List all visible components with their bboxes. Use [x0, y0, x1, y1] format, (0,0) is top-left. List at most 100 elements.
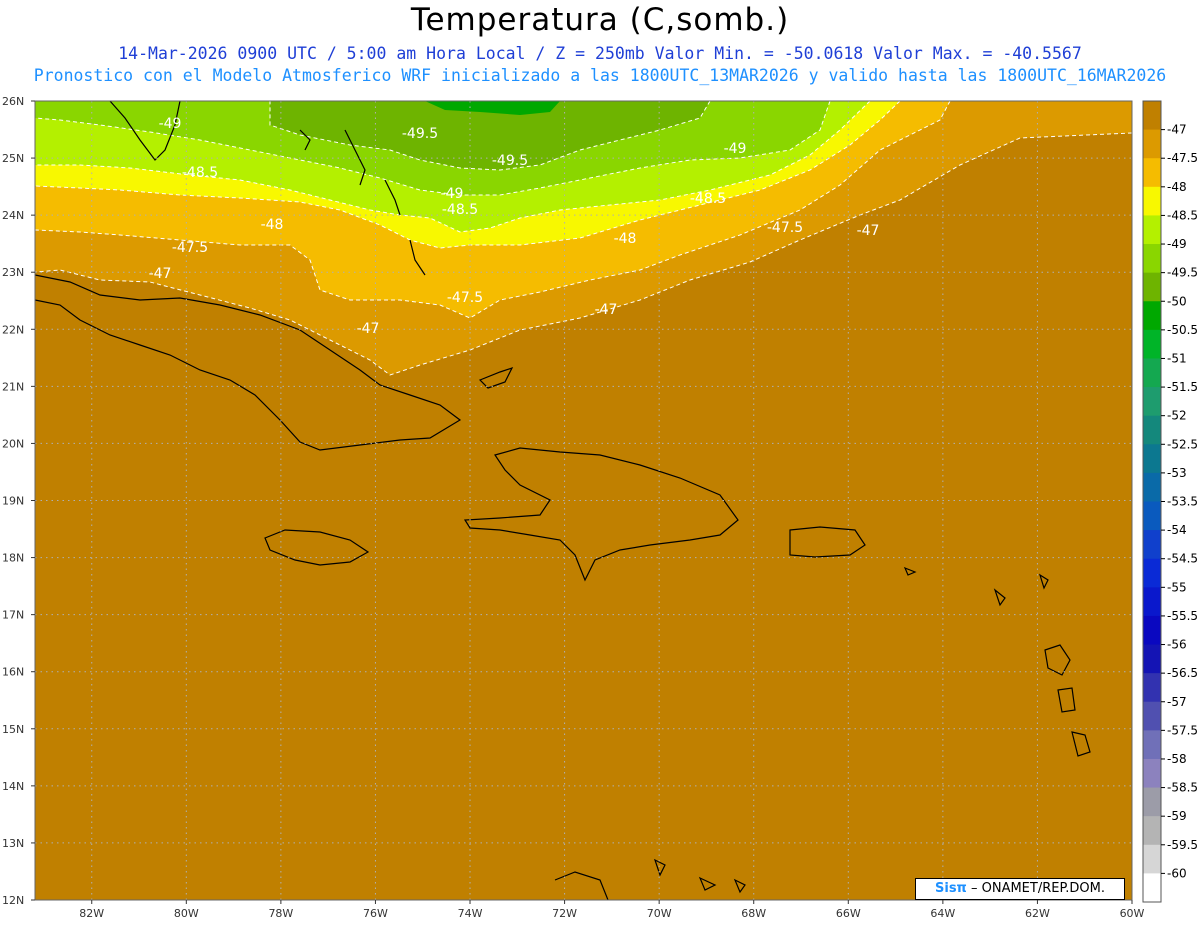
colorbar-label: -56	[1167, 638, 1187, 652]
lon-label: 62W	[1025, 907, 1050, 920]
colorbar-label: -47	[1167, 123, 1187, 137]
colorbar-label: -52	[1167, 409, 1187, 423]
coast-lesser-antilles-3	[1071, 731, 1091, 757]
lat-label: 23N	[2, 266, 24, 279]
colorbar-label: -48	[1167, 180, 1187, 194]
contour-label: -49	[159, 116, 182, 132]
colorbar-label: -49.5	[1167, 266, 1198, 280]
colorbar-label: -57	[1167, 695, 1187, 709]
contour-label: -47.5	[767, 220, 803, 236]
colorbar-label: -59	[1167, 809, 1187, 823]
colorbar-label: -56.5	[1167, 666, 1198, 680]
lat-label: 24N	[2, 209, 24, 222]
lat-label: 14N	[2, 780, 24, 793]
colorbar-swatch	[1143, 615, 1161, 646]
lat-label: 12N	[2, 894, 24, 907]
shaded-field	[35, 101, 1132, 900]
lat-label: 25N	[2, 152, 24, 165]
contour-label: -48	[614, 231, 637, 247]
colorbar-swatch	[1143, 730, 1161, 760]
coast-small-islands	[698, 566, 1049, 894]
coast-aruba	[653, 858, 666, 877]
colorbar-swatch	[1143, 844, 1161, 874]
coast-bahamas-4	[299, 129, 311, 151]
forecast-time-line: 14-Mar-2026 0900 UTC / 5:00 am Hora Loca…	[118, 44, 1082, 63]
colorbar-swatch	[1143, 558, 1161, 588]
map-title: Temperatura (C,somb.)	[410, 2, 790, 38]
colorbar-swatch	[1143, 244, 1161, 274]
lon-label: 70W	[647, 907, 672, 920]
colorbar-label: -51.5	[1167, 380, 1198, 394]
contour-label: -49	[441, 186, 464, 202]
lon-label: 78W	[268, 907, 293, 920]
lon-label: 74W	[458, 907, 483, 920]
colorbar-swatch	[1143, 530, 1161, 560]
coast-bahamas-3	[409, 239, 426, 276]
colorbar-label: -54	[1167, 523, 1187, 537]
band-50	[425, 101, 560, 115]
lon-label: 64W	[930, 907, 955, 920]
colorbar-swatch	[1143, 215, 1161, 245]
coast-cuba	[35, 274, 462, 451]
coast-bahamas-2	[384, 179, 401, 216]
contour-label: -48.5	[442, 202, 478, 218]
colorbar-swatch	[1143, 644, 1161, 674]
coast-hispaniola	[463, 447, 739, 582]
contour-label: -49.5	[402, 126, 438, 142]
colorbar-swatch	[1143, 816, 1161, 846]
colorbar-swatch	[1143, 272, 1161, 302]
band-49-5	[270, 101, 710, 170]
contour-value-labels: -49-49.5-49.5-49-48.5-49-48.5-48.5-48-48…	[149, 116, 880, 337]
lat-label: 22N	[2, 323, 24, 336]
lat-lon-grid	[35, 101, 1132, 900]
colorbar-label: -50	[1167, 294, 1187, 308]
colorbar-label: -50.5	[1167, 323, 1198, 337]
colorbar-swatch	[1143, 873, 1161, 903]
colorbar-swatch	[1143, 129, 1161, 159]
longitude-labels: 82W 80W 78W 76W 74W 72W 70W 68W 66W 64W 62W 60W	[79, 900, 1145, 920]
colorbar-label: -47.5	[1167, 151, 1198, 165]
contour-label: -47.5	[447, 290, 483, 306]
colorbar-swatch	[1143, 673, 1161, 703]
colorbar-label: -51	[1167, 351, 1187, 365]
contour-label: -47	[857, 223, 880, 239]
contour-label: -48.5	[182, 165, 218, 181]
contour-label: -48	[261, 217, 284, 233]
contour-label: -48.5	[690, 191, 726, 207]
colorbar-label: -52.5	[1167, 437, 1198, 451]
colorbar-label: -53	[1167, 466, 1187, 480]
coast-puerto-rico	[789, 526, 866, 558]
coast-lesser-antilles-2	[1057, 687, 1076, 713]
colorbar-swatch	[1143, 472, 1161, 502]
colorbar-swatch	[1143, 501, 1161, 531]
colorbar-swatch	[1143, 358, 1161, 388]
lat-label: 13N	[2, 837, 24, 850]
colorbar-label: -48.5	[1167, 208, 1198, 222]
lat-label: 17N	[2, 609, 24, 622]
lon-label: 76W	[363, 907, 388, 920]
contour-label: -49	[724, 141, 747, 157]
colorbar-swatch	[1143, 587, 1161, 617]
contour-label: -47	[357, 321, 380, 337]
contour-label: -47.5	[172, 240, 208, 256]
colorbar-swatch	[1143, 415, 1161, 445]
lon-label: 82W	[79, 907, 104, 920]
coast-venezuela	[554, 871, 609, 900]
colorbar-label: -60	[1167, 866, 1187, 880]
sispi-brand: Sisπ	[935, 881, 967, 896]
lon-label: 66W	[836, 907, 861, 920]
lon-label: 60W	[1120, 907, 1145, 920]
colorbar-labels: -47 -47.5 -48 -48.5 -49 -49.5 -50 -50.5 -51 -51.5…	[1161, 123, 1198, 880]
coast-lesser-antilles-1	[1044, 644, 1071, 676]
colorbar-swatch	[1143, 329, 1161, 359]
colorbar-swatch	[1143, 387, 1161, 417]
colorbar-swatch	[1143, 158, 1161, 188]
lat-label: 16N	[2, 666, 24, 679]
model-info-line: Pronostico con el Modelo Atmosferico WRF…	[33, 66, 1167, 85]
coast-bahamas-1	[344, 129, 366, 186]
contour-label: -47	[595, 302, 618, 318]
colorbar-swatch	[1143, 301, 1161, 331]
lat-label: 20N	[2, 437, 24, 450]
colorbar-label: -54.5	[1167, 552, 1198, 566]
